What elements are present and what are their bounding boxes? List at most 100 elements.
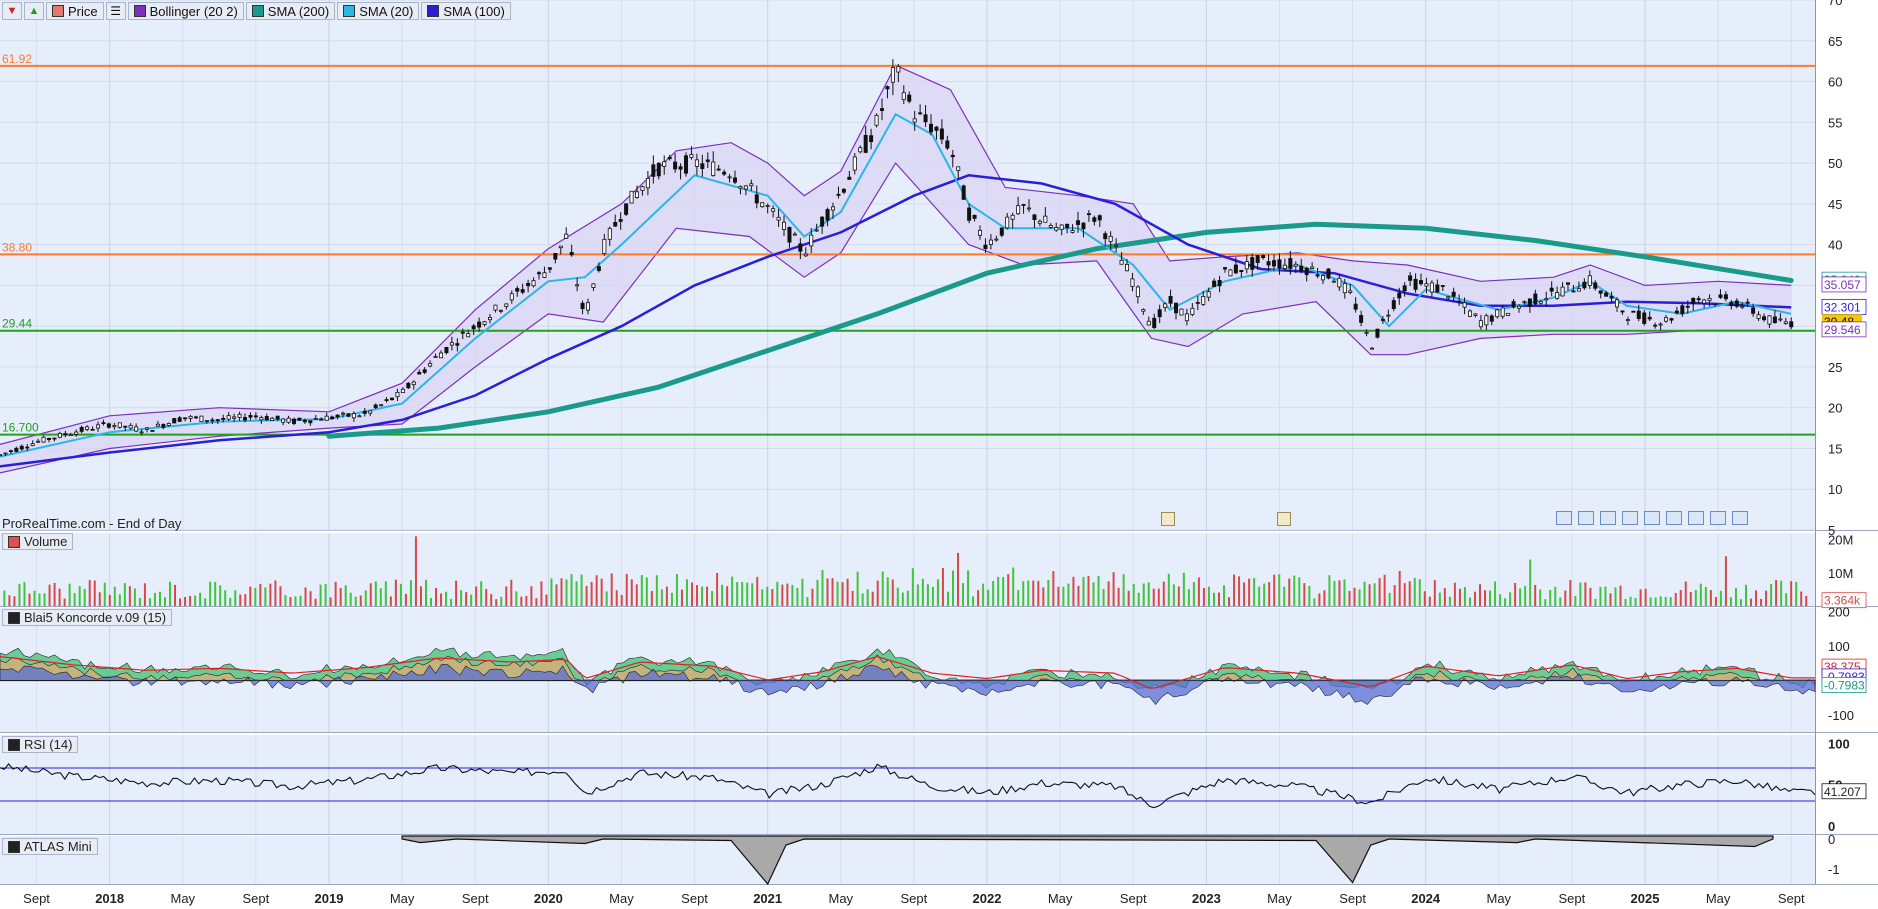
price-candle — [580, 302, 585, 310]
koncorde-panel-label[interactable]: Blai5 Koncorde v.09 (15) — [2, 609, 173, 626]
volume-bar — [294, 596, 297, 606]
volume-bar — [329, 597, 332, 606]
volume-bar — [1217, 592, 1220, 606]
price-candle — [1059, 224, 1064, 230]
x-tick-label: Sept — [1559, 891, 1586, 906]
volume-bar — [1283, 586, 1286, 606]
volume-bar — [63, 598, 66, 606]
atlas-swatch — [8, 840, 20, 853]
y-tick-label: 100 — [1828, 736, 1850, 751]
volume-bar — [369, 583, 372, 606]
volume-bar — [73, 593, 76, 606]
rsi-panel-label[interactable]: RSI (14) — [2, 736, 79, 753]
volume-bar — [1659, 596, 1662, 606]
price-up-icon[interactable]: ▲ — [24, 2, 44, 20]
volume-bar — [1714, 597, 1717, 606]
tool-icon[interactable] — [1666, 511, 1682, 525]
volume-bar — [1709, 590, 1712, 606]
price-candle — [422, 369, 427, 373]
price-candle — [607, 228, 612, 240]
atlas-panel-label[interactable]: ATLAS Mini — [2, 838, 98, 855]
volume-bar — [1388, 592, 1391, 606]
x-tick-label: 2019 — [315, 891, 344, 906]
info-icon[interactable] — [1732, 511, 1748, 525]
price-candle — [907, 94, 912, 102]
price-candle — [1500, 307, 1505, 317]
volume-bar — [274, 580, 277, 606]
list-icon[interactable]: ☰ — [105, 2, 126, 20]
price-candle — [956, 166, 961, 171]
price-candle — [1244, 261, 1249, 270]
sma100-button[interactable]: SMA (100) — [421, 2, 511, 20]
volume-bar — [18, 583, 21, 606]
price-candle — [36, 440, 41, 443]
event-icon[interactable] — [1161, 512, 1175, 526]
volume-bar — [751, 583, 754, 606]
tool-icon[interactable] — [1578, 511, 1594, 525]
price-candle — [939, 128, 944, 140]
volume-bar — [229, 597, 232, 606]
rsi-line — [0, 763, 1816, 809]
price-candle — [253, 415, 258, 418]
tool-icon[interactable] — [1688, 511, 1704, 525]
price-candle — [858, 147, 863, 153]
price-candle — [471, 325, 476, 330]
price-candle — [1419, 280, 1424, 285]
price-candle — [390, 397, 395, 401]
bollinger-lower-line — [0, 162, 1792, 474]
tool-icon[interactable] — [1622, 511, 1638, 525]
volume-bar — [831, 578, 834, 606]
volume-bar — [103, 582, 106, 606]
volume-bar — [244, 594, 247, 606]
price-candle — [281, 418, 286, 423]
volume-bar — [1765, 590, 1768, 606]
volume-bar — [595, 575, 598, 606]
x-tick-label: Sept — [23, 891, 50, 906]
price-candle — [259, 417, 264, 421]
volume-bar — [1378, 578, 1381, 606]
price-button[interactable]: Price — [46, 2, 104, 20]
volume-bar — [264, 587, 267, 606]
volume-bar — [741, 582, 744, 606]
volume-bar — [1017, 590, 1020, 606]
sma20-button[interactable]: SMA (20) — [337, 2, 420, 20]
event-icon[interactable] — [1277, 512, 1291, 526]
tool-icon[interactable] — [1710, 511, 1726, 525]
volume-bar — [1579, 582, 1582, 606]
volume-bar — [354, 596, 357, 606]
y-tick-label: 70 — [1828, 0, 1842, 8]
price-candle — [428, 363, 433, 367]
volume-bar — [1057, 586, 1060, 606]
volume-panel-label[interactable]: Volume — [2, 533, 74, 550]
volume-bar — [344, 585, 347, 606]
price-candle — [1310, 266, 1315, 269]
volume-bar — [1393, 585, 1396, 606]
price-candle — [19, 445, 24, 450]
price-candle — [1288, 258, 1293, 269]
price-candle — [498, 309, 503, 312]
volume-bar — [1790, 581, 1793, 606]
rsi-last-label: 41.207 — [1824, 785, 1861, 799]
volume-bar — [43, 593, 46, 606]
volume-bar — [997, 576, 1000, 606]
volume-bar — [1734, 587, 1737, 606]
volume-bar — [113, 586, 116, 606]
tool-icon[interactable] — [1600, 511, 1616, 525]
price-down-icon[interactable]: ▼ — [2, 2, 22, 20]
volume-bar — [1744, 584, 1747, 606]
price-candle — [504, 303, 509, 307]
price-candle — [1277, 259, 1282, 269]
volume-bar — [1002, 577, 1005, 606]
sma200-button[interactable]: SMA (200) — [245, 2, 336, 20]
tool-icon[interactable] — [1644, 511, 1660, 525]
volume-bar — [314, 598, 317, 606]
tool-icon[interactable] — [1556, 511, 1572, 525]
price-candle — [1380, 318, 1385, 321]
volume-bar — [585, 585, 588, 606]
price-candle — [1571, 290, 1576, 293]
price-candle — [302, 419, 307, 423]
bollinger-button[interactable]: Bollinger (20 2) — [127, 2, 244, 20]
volume-bar — [1383, 574, 1386, 606]
price-candle — [1402, 285, 1407, 292]
price-candle — [1582, 281, 1587, 289]
